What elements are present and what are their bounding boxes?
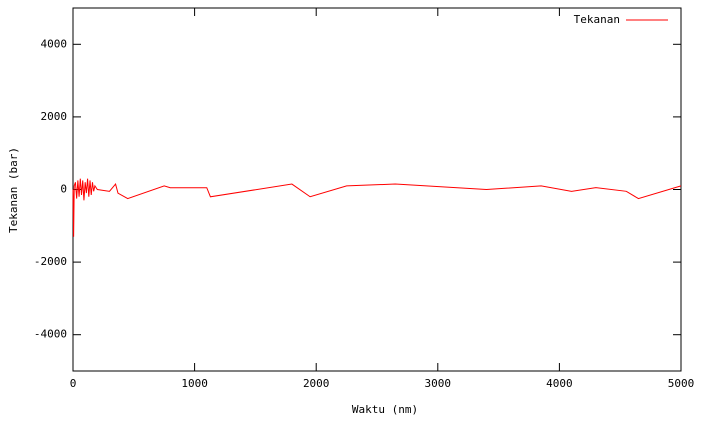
- legend-label: Tekanan: [574, 13, 620, 26]
- y-tick-label: 2000: [41, 110, 68, 123]
- y-tick-label: -2000: [34, 255, 67, 268]
- x-tick-label: 2000: [303, 377, 330, 390]
- x-tick-label: 0: [70, 377, 77, 390]
- x-tick-label: 4000: [546, 377, 573, 390]
- plot-frame: [72, 7, 682, 372]
- x-axis-label: Waktu (nm): [352, 403, 418, 416]
- y-axis-label: Tekanan (bar): [7, 147, 20, 233]
- y-tick-label: 4000: [41, 37, 68, 50]
- x-tick-label: 1000: [181, 377, 208, 390]
- y-tick-label: -4000: [34, 328, 67, 341]
- x-tick-label: 5000: [668, 377, 695, 390]
- x-tick-label: 3000: [425, 377, 452, 390]
- y-tick-label: 0: [60, 183, 67, 196]
- data-line: [72, 178, 682, 237]
